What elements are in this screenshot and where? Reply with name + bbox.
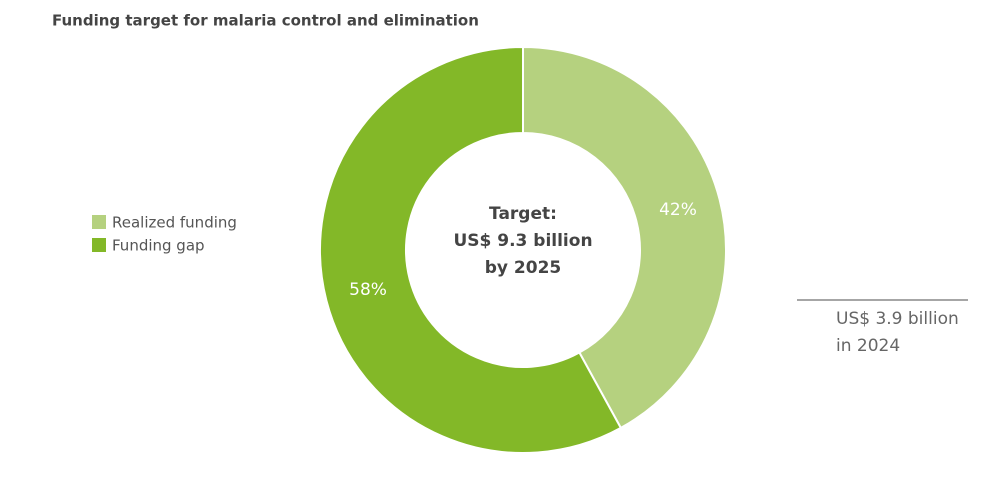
- value-label: 58%: [349, 280, 387, 300]
- legend-swatch: [92, 238, 106, 252]
- chart-title: Funding target for malaria control and e…: [52, 12, 479, 30]
- slice: [522, 45, 727, 430]
- center-text: by 2025: [485, 258, 561, 278]
- annotation: US$ 3.9 billion: [836, 309, 959, 329]
- legend-label: Realized funding: [112, 214, 237, 232]
- slice: [319, 45, 623, 454]
- center-text: US$ 9.3 billion: [453, 231, 592, 251]
- value-label: 42%: [659, 200, 697, 220]
- annotation: in 2024: [836, 336, 900, 356]
- center-text: Target:: [489, 204, 557, 224]
- legend-swatch: [92, 215, 106, 229]
- legend-label: Funding gap: [112, 237, 205, 255]
